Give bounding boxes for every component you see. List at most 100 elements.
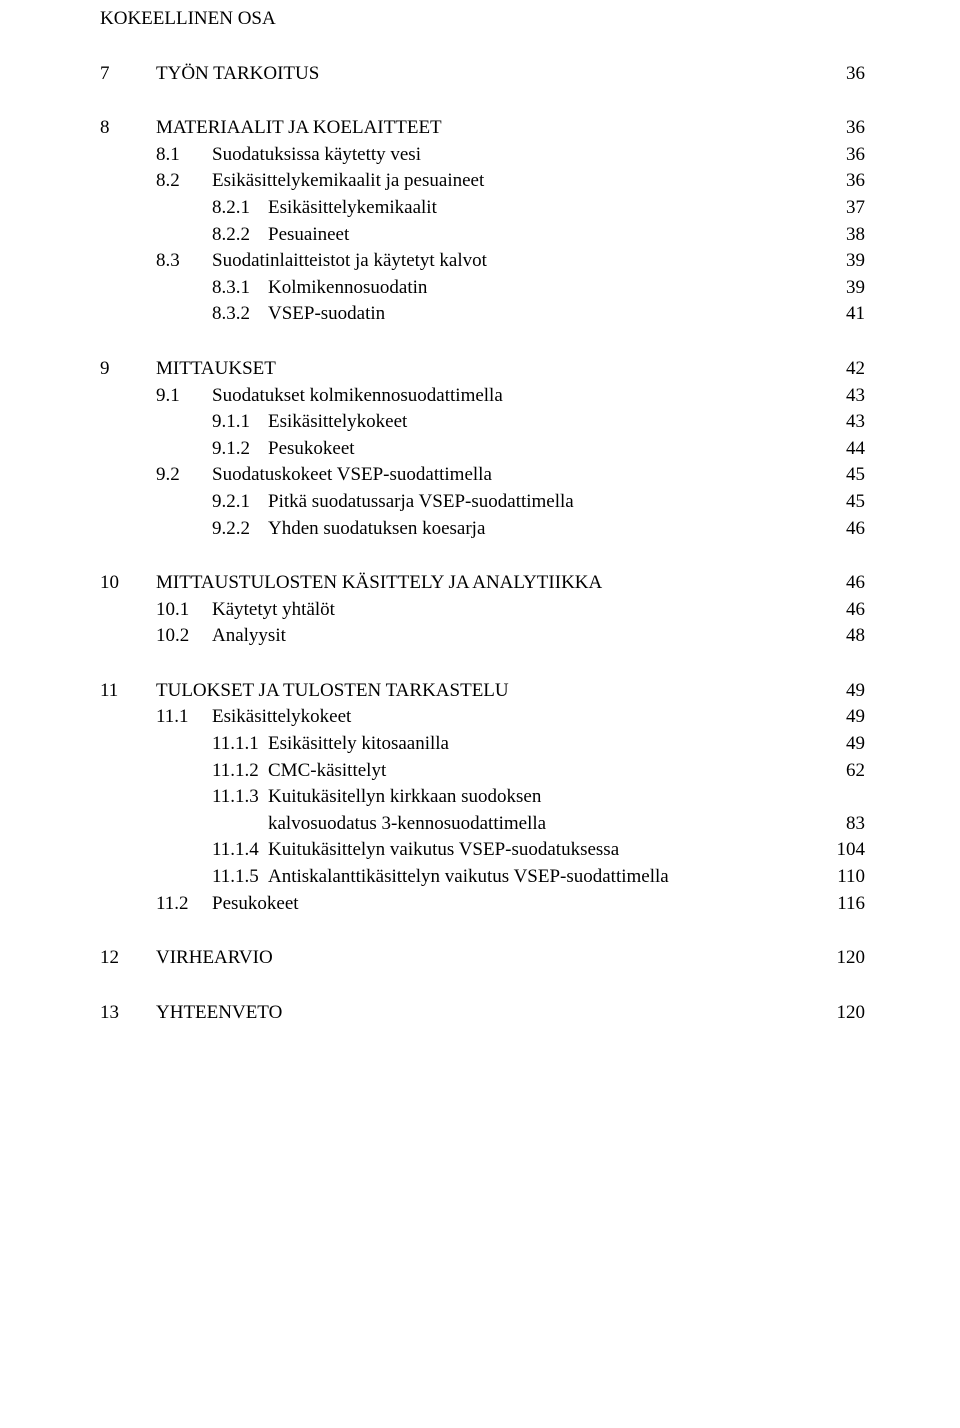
toc-row: 9.2Suodatuskokeet VSEP-suodattimella45 bbox=[100, 462, 865, 489]
toc-number: 11.2 bbox=[156, 891, 212, 918]
toc-title: Kuitukäsittelyn vaikutus VSEP-suodatukse… bbox=[268, 837, 619, 864]
part-title: KOKEELLINEN OSA bbox=[100, 6, 865, 33]
toc-row: 11.1.4Kuitukäsittelyn vaikutus VSEP-suod… bbox=[100, 837, 865, 864]
toc-number: 8.2.2 bbox=[212, 222, 268, 249]
toc-row: 8MATERIAALIT JA KOELAITTEET36 bbox=[100, 115, 865, 142]
toc-title: VIRHEARVIO bbox=[156, 945, 273, 972]
toc-page: 48 bbox=[825, 623, 865, 650]
toc-row-left: 7TYÖN TARKOITUS bbox=[100, 61, 319, 88]
toc-row-left: 10MITTAUSTULOSTEN KÄSITTELY JA ANALYTIIK… bbox=[100, 570, 602, 597]
toc-title: Esikäsittelykemikaalit ja pesuaineet bbox=[212, 168, 484, 195]
toc-section: 8MATERIAALIT JA KOELAITTEET368.1Suodatuk… bbox=[100, 115, 865, 328]
table-of-contents: 7TYÖN TARKOITUS368MATERIAALIT JA KOELAIT… bbox=[100, 61, 865, 1027]
toc-page: 46 bbox=[825, 597, 865, 624]
toc-row: 9.2.1Pitkä suodatussarja VSEP-suodattime… bbox=[100, 489, 865, 516]
toc-row-left: 11.2Pesukokeet bbox=[100, 891, 299, 918]
toc-page: 36 bbox=[825, 115, 865, 142]
toc-number: 9.1.1 bbox=[212, 409, 268, 436]
toc-number: 8.3 bbox=[156, 248, 212, 275]
toc-title: Suodatuksissa käytetty vesi bbox=[212, 142, 421, 169]
toc-title: TYÖN TARKOITUS bbox=[156, 61, 319, 88]
toc-title: Käytetyt yhtälöt bbox=[212, 597, 335, 624]
toc-number: 10.1 bbox=[156, 597, 212, 624]
toc-row: 11.1.1Esikäsittely kitosaanilla49 bbox=[100, 731, 865, 758]
toc-page: 116 bbox=[825, 891, 865, 918]
toc-page: 46 bbox=[825, 516, 865, 543]
toc-page: 104 bbox=[825, 837, 865, 864]
toc-section: 12VIRHEARVIO120 bbox=[100, 945, 865, 972]
toc-title: Suodatuskokeet VSEP-suodattimella bbox=[212, 462, 492, 489]
toc-number: 11 bbox=[100, 678, 156, 705]
toc-row: 9.1Suodatukset kolmikennosuodattimella43 bbox=[100, 383, 865, 410]
toc-title: Kuitukäsitellyn kirkkaan suodoksen bbox=[268, 784, 541, 811]
toc-row-left: kalvosuodatus 3-kennosuodattimella bbox=[100, 811, 546, 838]
toc-row-left: 8.3.2VSEP-suodatin bbox=[100, 301, 385, 328]
toc-title: CMC-käsittelyt bbox=[268, 758, 386, 785]
toc-title: Pesuaineet bbox=[268, 222, 349, 249]
toc-row: 8.1Suodatuksissa käytetty vesi 36 bbox=[100, 142, 865, 169]
toc-row-left: 10.1Käytetyt yhtälöt bbox=[100, 597, 335, 624]
toc-row: 8.2.1Esikäsittelykemikaalit 37 bbox=[100, 195, 865, 222]
toc-page: 83 bbox=[825, 811, 865, 838]
toc-row: 11.1Esikäsittelykokeet49 bbox=[100, 704, 865, 731]
toc-title: Suodatinlaitteistot ja käytetyt kalvot bbox=[212, 248, 487, 275]
toc-page: 42 bbox=[825, 356, 865, 383]
toc-title: Esikäsittelykokeet bbox=[268, 409, 407, 436]
toc-page: 43 bbox=[825, 409, 865, 436]
toc-row: 11TULOKSET JA TULOSTEN TARKASTELU49 bbox=[100, 678, 865, 705]
toc-row-left: 11.1.1Esikäsittely kitosaanilla bbox=[100, 731, 449, 758]
toc-title: VSEP-suodatin bbox=[268, 301, 385, 328]
toc-row-left: 9.2.2Yhden suodatuksen koesarja bbox=[100, 516, 485, 543]
toc-title: Suodatukset kolmikennosuodattimella bbox=[212, 383, 503, 410]
toc-page: 38 bbox=[825, 222, 865, 249]
toc-row-left: 8.2.1Esikäsittelykemikaalit bbox=[100, 195, 437, 222]
toc-row: 11.1.3Kuitukäsitellyn kirkkaan suodoksen bbox=[100, 784, 865, 811]
toc-number: 13 bbox=[100, 1000, 156, 1027]
toc-number: 11.1.1 bbox=[212, 731, 268, 758]
toc-page: 36 bbox=[825, 142, 865, 169]
toc-row-left: 10.2Analyysit bbox=[100, 623, 286, 650]
toc-row: 10.2Analyysit 48 bbox=[100, 623, 865, 650]
toc-page: 36 bbox=[825, 61, 865, 88]
toc-title: MATERIAALIT JA KOELAITTEET bbox=[156, 115, 442, 142]
toc-row-left: 8.3Suodatinlaitteistot ja käytetyt kalvo… bbox=[100, 248, 487, 275]
toc-title: Antiskalanttikäsittelyn vaikutus VSEP-su… bbox=[268, 864, 669, 891]
toc-row: 10.1Käytetyt yhtälöt 46 bbox=[100, 597, 865, 624]
toc-number: 11.1.5 bbox=[212, 864, 268, 891]
toc-title: Esikäsittelykokeet bbox=[212, 704, 351, 731]
toc-row: 11.1.2CMC-käsittelyt 62 bbox=[100, 758, 865, 785]
toc-row: 7TYÖN TARKOITUS 36 bbox=[100, 61, 865, 88]
toc-number: 9.1 bbox=[156, 383, 212, 410]
toc-number: 11.1.4 bbox=[212, 837, 268, 864]
toc-row-left: 11.1Esikäsittelykokeet bbox=[100, 704, 351, 731]
toc-title: MITTAUKSET bbox=[156, 356, 276, 383]
toc-row: 9.2.2Yhden suodatuksen koesarja 46 bbox=[100, 516, 865, 543]
toc-number: 9.2.2 bbox=[212, 516, 268, 543]
toc-row-left: 9.1.2Pesukokeet bbox=[100, 436, 355, 463]
toc-number: 11.1.2 bbox=[212, 758, 268, 785]
toc-page: 120 bbox=[825, 945, 865, 972]
toc-row: 9.1.2Pesukokeet 44 bbox=[100, 436, 865, 463]
toc-row-left: 11.1.2CMC-käsittelyt bbox=[100, 758, 386, 785]
toc-row-left: 8.2.2Pesuaineet bbox=[100, 222, 349, 249]
toc-page: 120 bbox=[825, 1000, 865, 1027]
toc-section: 10MITTAUSTULOSTEN KÄSITTELY JA ANALYTIIK… bbox=[100, 570, 865, 650]
toc-page: 62 bbox=[825, 758, 865, 785]
toc-title: Pitkä suodatussarja VSEP-suodattimella bbox=[268, 489, 574, 516]
toc-page: 49 bbox=[825, 678, 865, 705]
toc-number: 9.2 bbox=[156, 462, 212, 489]
toc-row: 8.2Esikäsittelykemikaalit ja pesuaineet3… bbox=[100, 168, 865, 195]
toc-title: Kolmikennosuodatin bbox=[268, 275, 427, 302]
toc-title: MITTAUSTULOSTEN KÄSITTELY JA ANALYTIIKKA bbox=[156, 570, 602, 597]
toc-page: 41 bbox=[825, 301, 865, 328]
toc-row: 12VIRHEARVIO120 bbox=[100, 945, 865, 972]
toc-page: 37 bbox=[825, 195, 865, 222]
toc-number: 9.2.1 bbox=[212, 489, 268, 516]
toc-row-left: 9MITTAUKSET bbox=[100, 356, 276, 383]
toc-row-left: 8.1Suodatuksissa käytetty vesi bbox=[100, 142, 421, 169]
toc-title-continuation: kalvosuodatus 3-kennosuodattimella bbox=[268, 811, 546, 838]
toc-row-left: 9.1.1Esikäsittelykokeet bbox=[100, 409, 407, 436]
toc-number: 8.1 bbox=[156, 142, 212, 169]
toc-page: 44 bbox=[825, 436, 865, 463]
toc-row: 13YHTEENVETO120 bbox=[100, 1000, 865, 1027]
